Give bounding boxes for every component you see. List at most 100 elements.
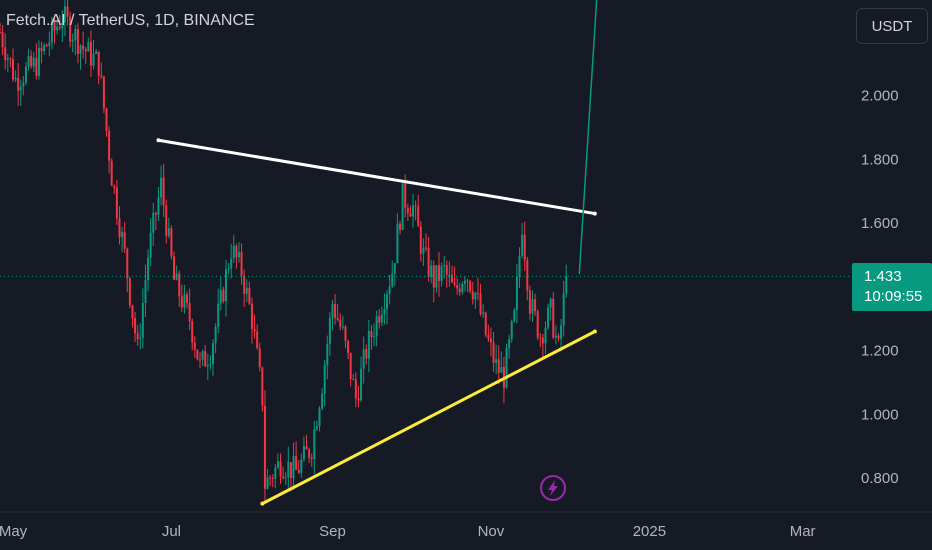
candle <box>321 388 324 411</box>
candle <box>118 206 121 245</box>
candle <box>489 327 492 357</box>
candle <box>282 466 285 480</box>
candle <box>201 349 204 367</box>
candle <box>126 247 129 293</box>
candle <box>188 288 191 331</box>
candle <box>131 304 134 328</box>
candle <box>269 475 272 486</box>
candle <box>508 334 511 359</box>
candle <box>136 324 139 346</box>
candle <box>263 390 266 502</box>
candle <box>32 52 35 72</box>
candle <box>557 332 560 342</box>
candle <box>445 260 448 288</box>
candle <box>105 107 108 137</box>
candle <box>432 260 435 303</box>
candle <box>435 265 438 293</box>
last-price-badge: 1.433 10:09:55 <box>852 263 932 311</box>
candle <box>17 62 20 107</box>
candle <box>22 75 25 96</box>
candle <box>30 50 33 69</box>
candle <box>271 474 274 488</box>
candle <box>458 282 461 297</box>
candle <box>388 274 391 305</box>
candle <box>430 260 433 284</box>
lightning-bolt-icon[interactable] <box>540 475 566 501</box>
candle <box>336 303 339 322</box>
candle <box>495 344 498 375</box>
candle <box>565 264 568 298</box>
candle <box>453 266 456 287</box>
candle <box>541 333 544 359</box>
candle <box>378 309 381 329</box>
candle <box>380 306 383 327</box>
candle <box>139 323 142 350</box>
time-tick-label: Jul <box>162 523 181 540</box>
resistance-start-point <box>156 138 161 143</box>
candle <box>401 183 404 231</box>
candle <box>360 356 363 402</box>
support-start-point <box>260 501 265 506</box>
candle <box>414 200 417 221</box>
candle <box>417 195 420 227</box>
candle <box>165 199 168 244</box>
candle <box>323 360 326 407</box>
candle <box>526 256 529 301</box>
candle <box>258 342 261 372</box>
candle <box>386 290 389 325</box>
candle <box>448 261 451 287</box>
currency-button[interactable]: USDT <box>856 8 928 44</box>
time-tick-label: 2025 <box>633 523 666 540</box>
candle <box>292 442 295 491</box>
candle <box>362 336 365 384</box>
candle <box>245 279 248 303</box>
candle <box>365 344 368 365</box>
candle <box>196 349 199 361</box>
candle <box>250 297 253 344</box>
candle <box>406 203 409 221</box>
candle <box>253 314 256 339</box>
candle <box>230 243 233 279</box>
candle <box>313 420 316 474</box>
candle <box>128 277 131 309</box>
candle <box>295 441 298 471</box>
candle <box>427 237 430 282</box>
candle <box>539 333 542 348</box>
candle <box>266 468 269 490</box>
drawings[interactable] <box>156 0 602 506</box>
candle <box>152 202 155 246</box>
candle <box>147 249 150 292</box>
candle <box>373 323 376 347</box>
candle <box>391 260 394 288</box>
symbol-title[interactable]: Fetch.AI / TetherUS, 1D, BINANCE <box>6 12 255 29</box>
candle <box>235 243 238 269</box>
support-trendline <box>260 330 597 506</box>
candle <box>409 205 412 217</box>
candle <box>204 344 207 368</box>
candle <box>513 308 516 323</box>
candle <box>178 270 181 307</box>
candle <box>310 453 313 467</box>
candle <box>45 43 48 47</box>
candle <box>149 218 152 267</box>
candle <box>510 319 513 343</box>
candle <box>476 277 479 301</box>
time-axis[interactable]: May Jul Sep Nov 2025 Mar <box>0 523 816 540</box>
candle <box>544 321 547 354</box>
candle <box>466 278 469 293</box>
candle <box>531 290 534 322</box>
candle <box>419 221 422 262</box>
candle <box>287 446 290 492</box>
candle <box>175 265 178 281</box>
candle <box>209 355 212 370</box>
candle <box>479 283 482 317</box>
candle <box>521 223 524 259</box>
candle <box>375 310 378 347</box>
candle <box>43 42 46 55</box>
candle <box>256 324 259 350</box>
candle <box>471 281 474 305</box>
candle <box>222 286 225 304</box>
candle <box>0 22 1 34</box>
